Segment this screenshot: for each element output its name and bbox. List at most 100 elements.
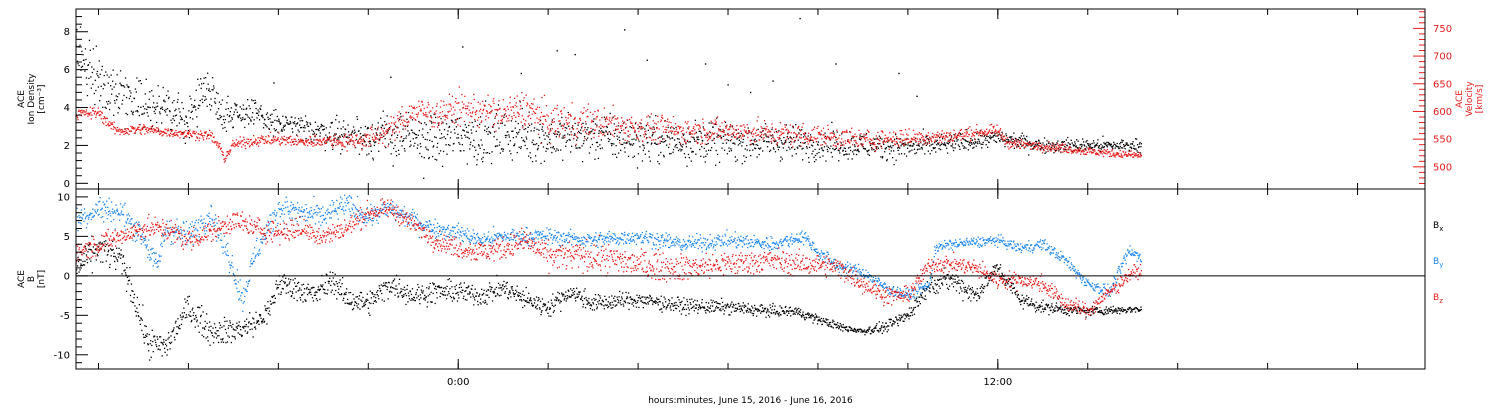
data-point [1096,152,1099,155]
data-point [789,137,791,139]
data-point [919,133,921,135]
data-point [841,144,843,146]
data-point [168,134,170,136]
data-point [531,113,533,115]
data-point [831,121,833,123]
data-point [886,140,888,142]
data-point [103,116,105,118]
data-point [1061,144,1063,146]
data-point [683,138,685,140]
data-point [806,141,808,143]
data-point [161,135,163,137]
data-point [199,307,201,309]
data-point [529,152,531,154]
data-point [790,132,792,134]
data-point [917,143,920,145]
data-point [937,131,939,133]
data-point [753,127,755,129]
data-point [353,304,356,306]
data-point [168,96,170,98]
data-point [514,104,516,106]
data-point [408,134,410,136]
data-point [1032,143,1034,145]
data-point [962,137,965,140]
data-point [344,292,346,295]
data-point [1069,143,1071,146]
data-point [161,106,163,108]
data-point [851,135,853,138]
data-point [279,144,281,146]
data-point [694,129,696,131]
data-point [582,112,585,114]
data-point [453,128,456,131]
data-point [251,142,253,144]
data-point [99,114,101,116]
data-point [554,131,556,133]
data-point [765,128,768,130]
data-point [305,121,308,123]
data-point [160,132,162,134]
data-point [1030,145,1032,147]
data-point [110,127,112,130]
data-point [439,106,442,108]
data-point [1065,149,1067,151]
data-point [939,139,941,141]
data-point [299,140,301,142]
data-point [883,141,885,143]
data-point [336,138,338,140]
data-point [263,122,265,125]
data-point [1094,145,1097,147]
data-point [89,49,91,51]
data-point [135,91,137,93]
data-point [438,122,440,124]
data-point [161,130,163,133]
data-point [505,136,507,139]
data-point [373,139,375,141]
data-point [158,348,160,350]
data-point [1075,152,1077,154]
data-point [652,133,654,136]
data-point [335,119,337,121]
data-point [409,115,412,117]
data-point [737,128,739,130]
data-point [199,99,201,102]
data-point [76,115,78,117]
data-point [266,126,268,128]
data-point [331,121,333,124]
data-point [122,256,124,258]
data-point [192,132,194,134]
data-point [782,147,784,149]
data-point [237,115,239,117]
data-point [274,119,276,121]
data-point [118,252,121,255]
data-point [930,139,932,142]
data-point [386,129,388,131]
data-point [914,133,916,135]
data-point [460,150,462,152]
data-point [317,125,319,127]
data-point [719,135,722,137]
data-point [278,293,280,295]
data-point [349,139,351,141]
data-point [146,112,148,114]
data-point [196,116,198,118]
data-point [399,123,402,125]
data-point [1122,140,1124,142]
data-point [799,137,801,139]
data-point [746,124,748,126]
data-point [508,136,510,138]
data-point [293,288,295,290]
data-point [115,127,117,129]
data-point [1140,143,1143,145]
data-point [699,130,701,133]
data-point [397,149,400,151]
data-point [791,138,793,140]
data-point [206,322,208,324]
data-point [458,102,460,104]
data-point [156,127,158,129]
data-point [133,128,135,130]
data-point [978,134,980,137]
data-point [274,136,276,138]
data-point [679,148,681,150]
data-point [120,131,122,133]
